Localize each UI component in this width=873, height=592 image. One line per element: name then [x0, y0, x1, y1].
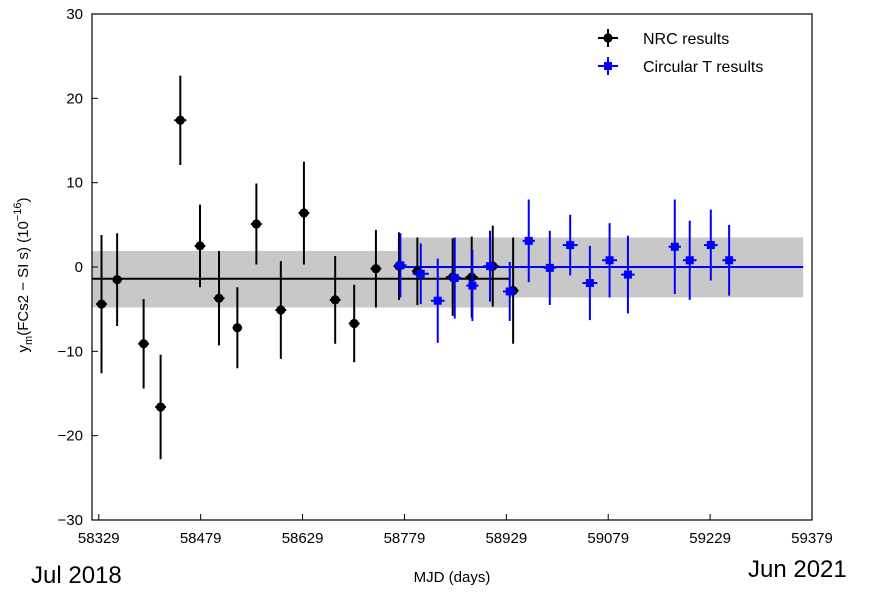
circle-marker	[96, 299, 107, 309]
x-tick-label-58779: 58779	[384, 530, 426, 547]
circle-marker	[251, 219, 261, 229]
data-point-1-7	[522, 199, 535, 283]
y-label-sup: −16	[12, 203, 24, 222]
circle-marker	[195, 241, 205, 251]
end-date-label: Jun 2021	[748, 556, 847, 583]
data-point-0-0	[96, 234, 107, 374]
data-point-0-5	[194, 204, 206, 288]
square-marker	[486, 262, 495, 271]
square-marker	[670, 242, 679, 251]
circle-marker	[175, 115, 185, 125]
y-label-base: y	[15, 344, 32, 352]
square-marker	[566, 241, 575, 250]
legend-square-marker	[604, 62, 612, 70]
x-tick-label-58929: 58929	[485, 530, 527, 547]
legend-circle-marker	[603, 33, 613, 43]
x-tick-label-59379: 59379	[791, 530, 833, 547]
legend-entry-1: Circular T results	[598, 57, 763, 76]
y-label-end: )	[15, 198, 32, 203]
square-marker	[545, 263, 554, 272]
data-point-1-8	[543, 230, 556, 305]
square-marker	[396, 261, 405, 270]
y-tick-label--10: −10	[58, 343, 83, 360]
y-axis-label: ym(FCs2 − SI s) (10−16)	[12, 198, 35, 353]
data-point-0-4	[174, 75, 187, 165]
circle-marker	[299, 208, 309, 218]
circle-marker	[156, 402, 166, 412]
data-point-1-4	[466, 250, 479, 321]
square-marker	[450, 273, 459, 282]
data-point-1-12	[621, 235, 635, 314]
data-point-0-2	[138, 299, 150, 389]
data-point-1-11	[602, 223, 618, 298]
square-marker	[524, 236, 533, 245]
square-marker	[706, 241, 715, 250]
circle-marker	[371, 264, 381, 274]
data-point-0-6	[213, 250, 225, 346]
circle-marker	[214, 293, 224, 303]
square-marker	[605, 256, 614, 265]
data-point-1-16	[722, 224, 736, 296]
y-label-mid: (FCs2 − SI s) (10	[15, 221, 32, 336]
y-tick-label-0: 0	[75, 259, 83, 276]
data-point-1-6	[502, 261, 517, 321]
legend-entry-0: NRC results	[598, 29, 729, 48]
square-marker	[468, 281, 477, 290]
x-axis-label: MJD (days)	[414, 569, 491, 586]
data-point-1-14	[682, 220, 697, 300]
square-marker	[623, 270, 632, 279]
legend: NRC results Circular T results	[598, 29, 763, 76]
square-marker	[685, 256, 694, 265]
square-marker	[505, 287, 514, 296]
data-point-1-0	[394, 233, 407, 298]
data-point-0-7	[232, 287, 243, 369]
circle-marker	[232, 323, 242, 333]
y-tick-label--30: −30	[58, 512, 83, 529]
data-point-0-13	[370, 229, 382, 308]
legend-label-1: Circular T results	[643, 59, 763, 76]
circle-marker	[139, 339, 149, 349]
y-tick-label-20: 20	[66, 90, 83, 107]
data-point-1-15	[704, 209, 718, 281]
y-label-sub: m	[23, 336, 35, 345]
square-marker	[416, 269, 425, 278]
x-tick-label-58329: 58329	[78, 530, 120, 547]
data-point-1-3	[447, 237, 462, 319]
data-point-1-1	[412, 243, 429, 305]
x-tick-label-59229: 59229	[689, 530, 731, 547]
data-point-0-1	[112, 233, 122, 327]
y-tick-label--20: −20	[58, 428, 83, 445]
y-tick-label-10: 10	[66, 175, 83, 192]
data-point-0-3	[155, 354, 167, 460]
data-point-1-10	[582, 245, 598, 321]
data-point-1-13	[668, 199, 681, 294]
circle-marker	[276, 305, 286, 315]
x-tick-label-58479: 58479	[180, 530, 222, 547]
square-marker	[433, 296, 442, 305]
x-tick-label-59079: 59079	[587, 530, 629, 547]
start-date-label: Jul 2018	[31, 562, 122, 589]
legend-label-0: NRC results	[643, 31, 729, 48]
data-point-1-5	[483, 230, 497, 302]
x-axis: 58329 58479 58629 58779 58929 59079 59229 59379	[78, 514, 833, 547]
circle-marker	[112, 275, 122, 285]
data-point-0-8	[250, 183, 262, 265]
series-1	[394, 199, 736, 343]
circle-marker	[330, 295, 340, 305]
square-marker	[725, 256, 734, 265]
data-point-0-11	[329, 256, 341, 344]
y-axis: −30 −20 −10 0 10 20 30	[58, 6, 98, 529]
data-point-1-9	[562, 214, 578, 276]
data-points	[96, 75, 736, 460]
mean-lines	[92, 266, 804, 280]
data-point-1-2	[430, 258, 445, 343]
data-point-0-9	[275, 261, 287, 359]
x-tick-label-58629: 58629	[282, 530, 324, 547]
data-point-0-12	[348, 284, 360, 363]
y-tick-label-30: 30	[66, 6, 83, 23]
data-point-0-10	[298, 161, 310, 265]
square-marker	[585, 279, 594, 288]
circle-marker	[349, 318, 359, 329]
